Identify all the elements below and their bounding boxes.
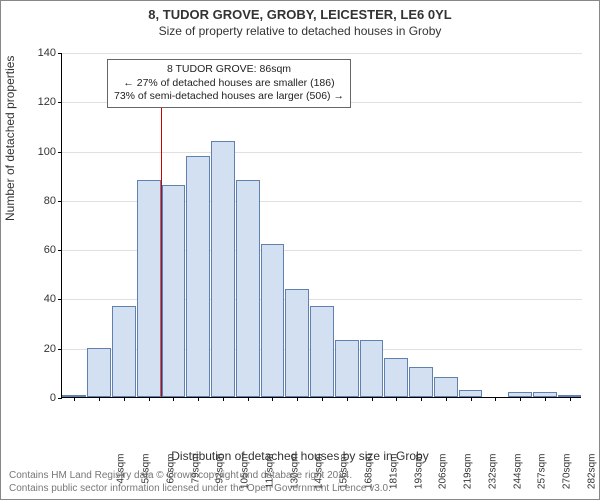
ytick-mark [58, 349, 62, 350]
bar [261, 244, 285, 397]
bar [186, 156, 210, 398]
ytick-label: 80 [26, 195, 56, 207]
annotation-box: 8 TUDOR GROVE: 86sqm ← 27% of detached h… [107, 59, 351, 108]
bar [137, 180, 161, 397]
xtick-mark [322, 397, 323, 401]
bar [236, 180, 260, 397]
ytick-mark [58, 250, 62, 251]
xtick-mark [74, 397, 75, 401]
bar [310, 306, 334, 397]
xtick-mark [396, 397, 397, 401]
xtick-mark [198, 397, 199, 401]
bar [384, 358, 408, 397]
ytick-mark [58, 53, 62, 54]
xtick-mark [272, 397, 273, 401]
ytick-label: 20 [26, 343, 56, 355]
xtick-mark [570, 397, 571, 401]
xtick-mark [99, 397, 100, 401]
annotation-line1: 8 TUDOR GROVE: 86sqm [114, 63, 344, 77]
xtick-mark [495, 397, 496, 401]
x-axis-label: Distribution of detached houses by size … [1, 449, 599, 463]
gridline [62, 53, 582, 54]
xtick-mark [149, 397, 150, 401]
bar [459, 390, 483, 397]
ytick-mark [58, 102, 62, 103]
footer-line1: Contains HM Land Registry data © Crown c… [9, 469, 391, 482]
ytick-mark [58, 398, 62, 399]
xtick-mark [520, 397, 521, 401]
xtick-mark [421, 397, 422, 401]
annotation-line3: 73% of semi-detached houses are larger (… [114, 90, 344, 104]
xtick-mark [372, 397, 373, 401]
bar [285, 289, 309, 397]
page-subtitle: Size of property relative to detached ho… [1, 22, 599, 38]
y-axis-label: Number of detached properties [3, 56, 17, 221]
xtick-mark [545, 397, 546, 401]
footer-line2: Contains public sector information licen… [9, 482, 391, 495]
gridline [62, 152, 582, 153]
chart-area: 02040608010012014041sqm54sqm66sqm79sqm92… [61, 53, 581, 398]
ytick-label: 140 [26, 47, 56, 59]
ytick-label: 60 [26, 244, 56, 256]
ytick-label: 100 [26, 146, 56, 158]
ytick-label: 120 [26, 96, 56, 108]
ytick-mark [58, 152, 62, 153]
xtick-mark [471, 397, 472, 401]
ytick-mark [58, 201, 62, 202]
bar [360, 340, 384, 397]
chart-container: 8, TUDOR GROVE, GROBY, LEICESTER, LE6 0Y… [0, 0, 600, 500]
xtick-mark [297, 397, 298, 401]
ytick-label: 0 [26, 392, 56, 404]
bar [409, 367, 433, 397]
bar [112, 306, 136, 397]
bar [434, 377, 458, 397]
ytick-label: 40 [26, 293, 56, 305]
xtick-mark [248, 397, 249, 401]
xtick-mark [223, 397, 224, 401]
marker-line [161, 102, 162, 397]
page-title: 8, TUDOR GROVE, GROBY, LEICESTER, LE6 0Y… [1, 1, 599, 22]
bar [87, 348, 111, 397]
bar [211, 141, 235, 397]
xtick-mark [173, 397, 174, 401]
ytick-mark [58, 299, 62, 300]
annotation-line2: ← 27% of detached houses are smaller (18… [114, 77, 344, 91]
bar [335, 340, 359, 397]
footer: Contains HM Land Registry data © Crown c… [9, 469, 391, 495]
xtick-mark [124, 397, 125, 401]
xtick-mark [347, 397, 348, 401]
bar [162, 185, 186, 397]
xtick-mark [446, 397, 447, 401]
